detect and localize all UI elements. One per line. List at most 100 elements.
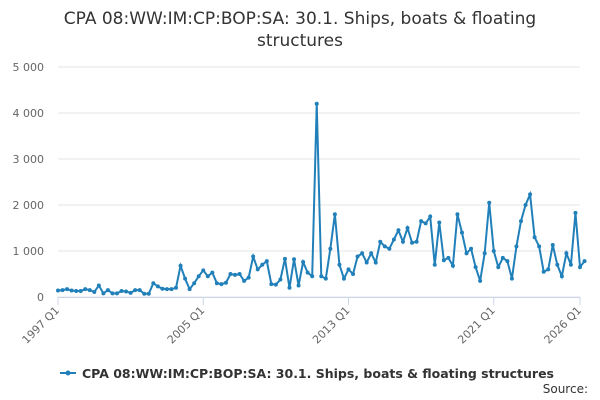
data-point bbox=[473, 265, 478, 270]
data-point bbox=[469, 246, 474, 251]
data-point bbox=[328, 246, 333, 251]
data-point bbox=[414, 239, 419, 244]
data-point bbox=[60, 288, 65, 293]
x-tick-label: 2021 Q1 bbox=[455, 304, 498, 347]
data-point bbox=[196, 274, 201, 279]
y-tick-label: 4 000 bbox=[13, 107, 45, 120]
data-point bbox=[233, 272, 238, 277]
data-point bbox=[201, 268, 206, 273]
data-point bbox=[101, 291, 106, 296]
data-point bbox=[255, 267, 260, 272]
data-point bbox=[282, 256, 287, 261]
data-point bbox=[133, 288, 138, 293]
y-tick-label: 5 000 bbox=[13, 61, 45, 74]
data-point bbox=[169, 287, 174, 292]
data-point bbox=[273, 282, 278, 287]
data-point bbox=[446, 255, 451, 260]
data-point bbox=[278, 277, 283, 282]
data-point bbox=[337, 262, 342, 267]
data-point bbox=[223, 280, 228, 285]
chart-title: CPA 08:WW:IM:CP:BOP:SA: 30.1. Ships, boa… bbox=[63, 9, 537, 51]
data-point bbox=[119, 289, 124, 294]
data-point bbox=[237, 272, 242, 276]
x-tick-label: 2005 Q1 bbox=[165, 304, 208, 347]
data-point bbox=[319, 274, 324, 279]
data-point bbox=[260, 262, 265, 267]
data-point bbox=[183, 276, 188, 281]
data-point bbox=[546, 267, 551, 272]
data-point bbox=[151, 281, 156, 286]
data-point bbox=[528, 192, 533, 197]
data-point bbox=[178, 263, 183, 268]
data-point bbox=[142, 291, 147, 296]
data-point bbox=[487, 200, 492, 205]
data-point bbox=[251, 254, 256, 259]
data-point bbox=[419, 219, 424, 224]
x-tick-label: 1997 Q1 bbox=[20, 304, 63, 347]
data-point bbox=[269, 282, 274, 287]
data-point bbox=[110, 291, 115, 296]
data-point bbox=[155, 284, 160, 289]
data-point bbox=[555, 262, 560, 267]
series-line bbox=[57, 103, 586, 295]
data-point bbox=[391, 237, 396, 242]
data-point bbox=[69, 288, 74, 293]
data-point bbox=[137, 288, 142, 293]
data-point bbox=[246, 275, 251, 280]
data-point bbox=[115, 291, 120, 296]
data-point bbox=[410, 240, 415, 245]
data-point bbox=[264, 259, 269, 264]
data-point bbox=[242, 278, 247, 283]
data-point bbox=[559, 274, 564, 279]
data-point bbox=[441, 258, 446, 263]
data-point bbox=[491, 249, 496, 253]
data-point bbox=[455, 212, 460, 217]
data-point bbox=[396, 228, 401, 233]
data-point bbox=[464, 251, 469, 256]
data-point bbox=[364, 260, 369, 265]
data-point bbox=[83, 287, 88, 292]
y-tick-label: 1 000 bbox=[13, 245, 45, 258]
data-point bbox=[532, 235, 537, 240]
data-point bbox=[478, 278, 483, 283]
data-point bbox=[423, 221, 428, 226]
data-point bbox=[582, 259, 587, 264]
data-point bbox=[573, 210, 578, 215]
data-point bbox=[287, 285, 292, 290]
data-point bbox=[482, 251, 487, 256]
data-point bbox=[450, 263, 455, 268]
data-point bbox=[205, 274, 210, 279]
data-point bbox=[373, 260, 378, 265]
legend-label: CPA 08:WW:IM:CP:BOP:SA: 30.1. Ships, boa… bbox=[82, 366, 554, 381]
data-point bbox=[78, 289, 83, 294]
data-point bbox=[219, 282, 224, 287]
data-point bbox=[214, 281, 219, 286]
data-point bbox=[87, 288, 92, 293]
data-point bbox=[296, 283, 301, 288]
data-point bbox=[509, 276, 514, 281]
data-point bbox=[369, 251, 374, 256]
data-point bbox=[537, 244, 542, 249]
data-point bbox=[550, 243, 555, 248]
data-point bbox=[92, 289, 97, 294]
y-tick-label: 2 000 bbox=[13, 199, 45, 212]
data-point bbox=[146, 291, 151, 296]
data-point bbox=[323, 276, 328, 281]
data-point bbox=[428, 214, 433, 219]
y-tick-label: 0 bbox=[37, 291, 44, 304]
data-point bbox=[382, 244, 387, 249]
data-point bbox=[164, 287, 169, 292]
data-point bbox=[518, 219, 523, 224]
data-point bbox=[160, 286, 165, 291]
data-point bbox=[387, 246, 392, 251]
data-point bbox=[74, 289, 79, 294]
y-tick-label: 3 000 bbox=[13, 153, 45, 166]
data-point bbox=[210, 270, 215, 275]
data-point bbox=[496, 265, 501, 270]
data-point bbox=[355, 254, 360, 259]
data-point bbox=[459, 230, 464, 235]
data-point bbox=[187, 287, 192, 292]
data-point bbox=[378, 239, 383, 244]
data-point bbox=[228, 272, 233, 276]
